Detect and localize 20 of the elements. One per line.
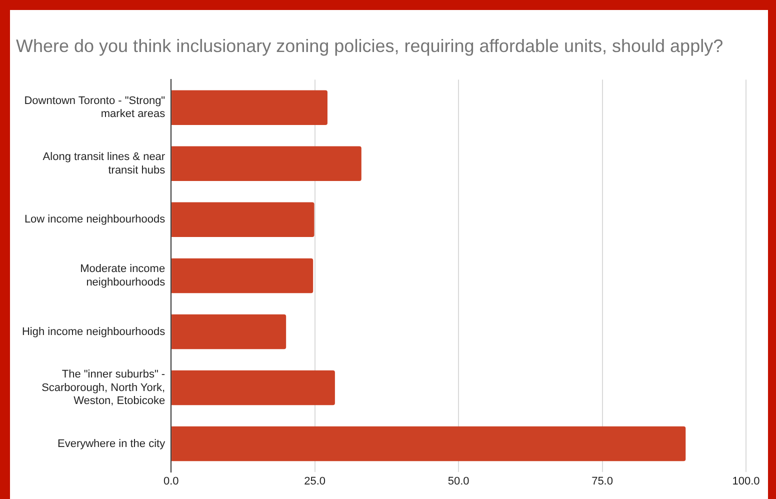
bar	[172, 202, 314, 238]
y-tick-label: Low income neighbourhoods	[24, 214, 166, 226]
chart-title: Where do you think inclusionary zoning policies, requiring affordable units, should apply?	[16, 36, 724, 56]
y-tick-label: The "inner suburbs" - Scarborough, North York, Weston, Etobicoke	[42, 368, 166, 407]
x-tick-label: 0.0	[163, 475, 179, 488]
x-tick-label: 100.0	[732, 475, 760, 488]
y-tick-label: Downtown Toronto - "Strong" market areas	[24, 95, 166, 120]
x-tick-label: 50.0	[448, 475, 470, 488]
bar	[172, 426, 686, 462]
bar	[172, 314, 286, 350]
bar	[172, 370, 335, 406]
x-tick-label: 75.0	[592, 475, 613, 488]
bar	[172, 258, 314, 294]
y-tick-label: Moderate income neighbourhoods	[80, 263, 166, 288]
x-tick-label: 25.0	[304, 475, 326, 488]
y-tick-label: Along transit lines & near transit hubs	[42, 151, 166, 176]
y-tick-label: Everywhere in the city	[57, 438, 166, 450]
bar	[172, 90, 328, 125]
y-tick-label: High income neighbourhoods	[22, 326, 166, 338]
bar	[172, 146, 362, 182]
